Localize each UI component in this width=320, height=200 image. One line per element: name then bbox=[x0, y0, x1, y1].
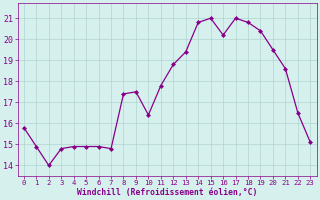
X-axis label: Windchill (Refroidissement éolien,°C): Windchill (Refroidissement éolien,°C) bbox=[77, 188, 257, 197]
